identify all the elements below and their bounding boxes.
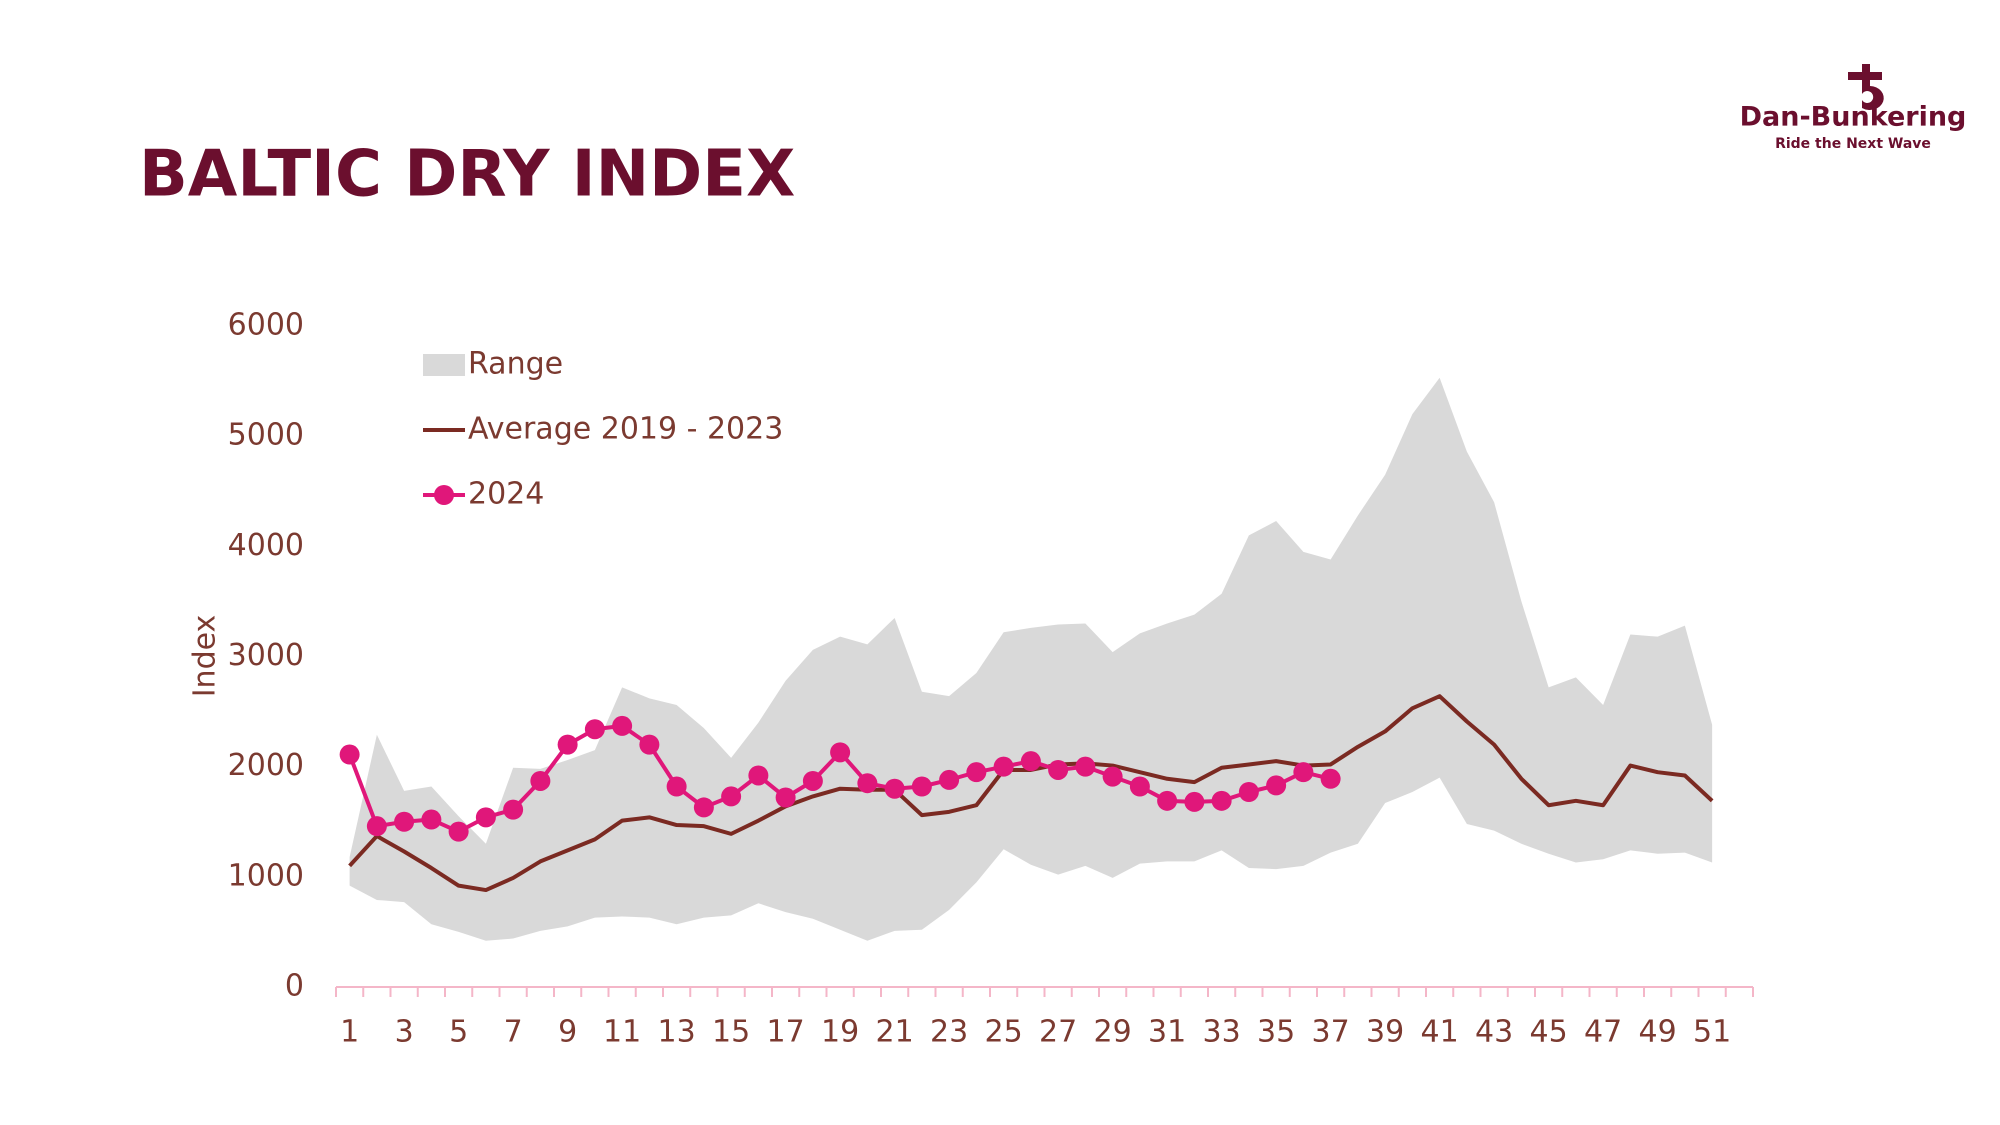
data-point xyxy=(394,811,415,832)
data-point xyxy=(557,734,578,755)
x-tick-label: 23 xyxy=(930,1015,968,1050)
data-point xyxy=(830,742,851,763)
legend-swatch xyxy=(423,354,465,376)
x-tick-label: 13 xyxy=(658,1015,696,1050)
data-point xyxy=(1020,751,1041,772)
x-tick-label: 11 xyxy=(603,1015,641,1050)
data-point xyxy=(1238,782,1259,803)
data-point xyxy=(884,778,905,799)
data-point xyxy=(421,809,442,830)
x-tick-label: 1 xyxy=(340,1015,359,1050)
data-point xyxy=(966,762,987,783)
data-point xyxy=(1266,775,1287,796)
data-point xyxy=(775,787,796,808)
y-axis-label: Index xyxy=(188,615,223,698)
data-point xyxy=(911,776,932,797)
data-point xyxy=(857,773,878,794)
data-point xyxy=(1211,790,1232,811)
x-tick-label: 51 xyxy=(1693,1015,1731,1050)
data-point xyxy=(993,756,1014,777)
x-tick-label: 19 xyxy=(821,1015,859,1050)
x-tick-label: 39 xyxy=(1366,1015,1404,1050)
data-point xyxy=(339,744,360,765)
data-point xyxy=(802,770,823,791)
data-point xyxy=(1102,766,1123,787)
legend: Range Average 2019 - 2023 2024 xyxy=(423,347,783,512)
data-point xyxy=(1075,756,1096,777)
x-tick-label: 47 xyxy=(1584,1015,1622,1050)
y-tick-label: 4000 xyxy=(228,528,304,563)
data-point xyxy=(530,770,551,791)
data-point xyxy=(503,799,524,820)
y-tick-label: 0 xyxy=(285,969,304,1004)
data-point xyxy=(721,786,742,807)
y-tick-label: 2000 xyxy=(228,748,304,783)
x-tick-label: 31 xyxy=(1148,1015,1186,1050)
data-point xyxy=(693,797,714,818)
x-tick-label: 49 xyxy=(1639,1015,1677,1050)
data-point xyxy=(475,807,496,828)
x-tick-label: 15 xyxy=(712,1015,750,1050)
x-tick-label: 9 xyxy=(558,1015,577,1050)
y-tick-label: 5000 xyxy=(228,418,304,453)
data-point xyxy=(1320,768,1341,789)
x-tick-label: 25 xyxy=(985,1015,1023,1050)
data-point xyxy=(366,816,387,837)
logo-icon xyxy=(1848,64,1884,110)
data-point xyxy=(584,719,605,740)
data-point xyxy=(1129,776,1150,797)
x-tick-label: 21 xyxy=(876,1015,914,1050)
data-point xyxy=(1157,790,1178,811)
x-tick-label: 37 xyxy=(1312,1015,1350,1050)
chart-title: BALTIC DRY INDEX xyxy=(139,138,795,212)
logo: Dan-Bunkering Ride the Next Wave xyxy=(1740,64,1967,152)
range-area xyxy=(349,377,1713,941)
data-point xyxy=(666,776,687,797)
x-tick-label: 41 xyxy=(1421,1015,1459,1050)
y-tick-label: 3000 xyxy=(228,638,304,673)
logo-tagline: Ride the Next Wave xyxy=(1775,136,1931,152)
x-tick-label: 17 xyxy=(767,1015,805,1050)
x-tick-label: 33 xyxy=(1203,1015,1241,1050)
plot-area xyxy=(339,377,1714,941)
x-tick-label: 43 xyxy=(1475,1015,1513,1050)
y-tick-label: 1000 xyxy=(228,858,304,893)
x-tick-label: 27 xyxy=(1039,1015,1077,1050)
data-point xyxy=(1184,791,1205,812)
legend-label: Average 2019 - 2023 xyxy=(468,412,783,447)
data-point xyxy=(448,821,469,842)
data-point xyxy=(748,765,769,786)
data-point xyxy=(1048,759,1069,780)
data-point xyxy=(1293,762,1314,783)
legend-marker xyxy=(434,485,454,505)
x-tick-label: 45 xyxy=(1530,1015,1568,1050)
data-point xyxy=(612,715,633,736)
x-tick-label: 35 xyxy=(1257,1015,1295,1050)
x-tick-label: 5 xyxy=(449,1015,468,1050)
legend-label: 2024 xyxy=(468,477,544,512)
x-tick-label: 3 xyxy=(395,1015,414,1050)
x-tick-label: 7 xyxy=(504,1015,523,1050)
data-point xyxy=(639,734,660,755)
y-tick-label: 6000 xyxy=(228,308,304,343)
legend-label: Range xyxy=(468,347,563,382)
logo-name: Dan-Bunkering xyxy=(1740,102,1967,133)
data-point xyxy=(939,769,960,790)
x-tick-label: 29 xyxy=(1094,1015,1132,1050)
